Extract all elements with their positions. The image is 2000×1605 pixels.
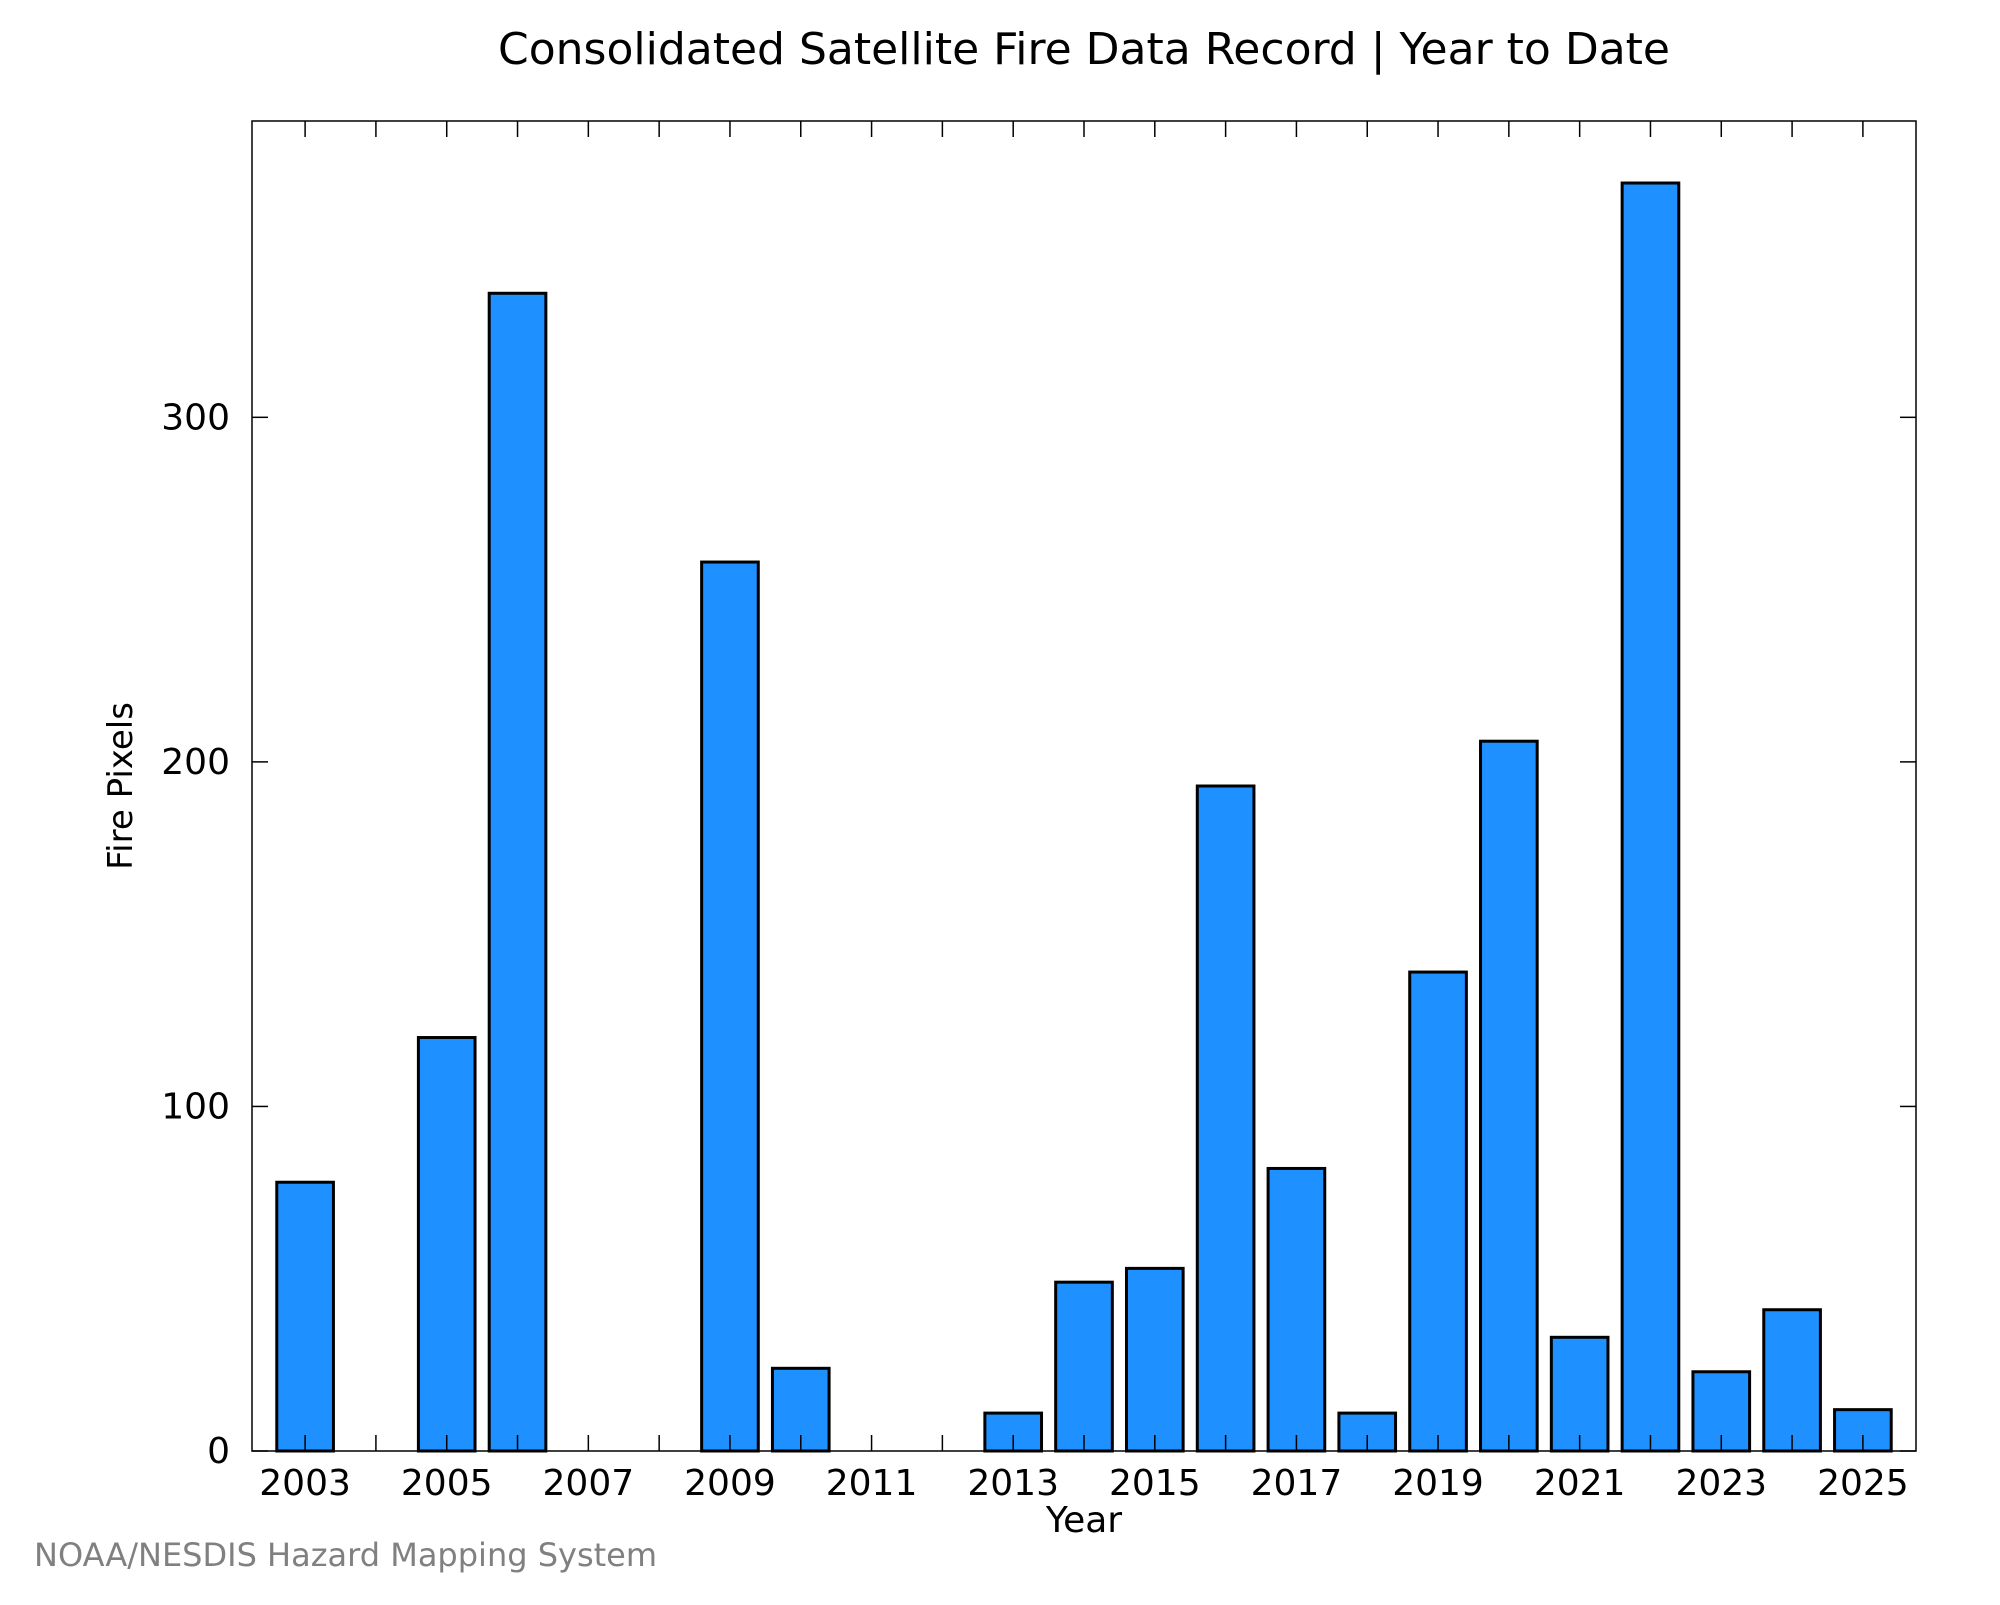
x-tick-label-2021: 2021 [1534, 1463, 1626, 1504]
bar-2021 [1549, 1335, 1610, 1453]
bar-2019 [1408, 970, 1468, 1453]
x-tick-label-2011: 2011 [826, 1463, 918, 1504]
bar-2022 [1620, 181, 1681, 1453]
bar-2015 [1124, 1266, 1185, 1453]
bars-layer [275, 181, 1893, 1453]
x-tick-label-2025: 2025 [1817, 1463, 1909, 1504]
y-tick-label-200: 200 [161, 742, 230, 783]
x-axis-label: Year [1045, 1500, 1122, 1541]
x-tick-label-2003: 2003 [259, 1463, 351, 1504]
x-tick-label-2013: 2013 [967, 1463, 1059, 1504]
x-tick-label-2023: 2023 [1675, 1463, 1767, 1504]
plot-frame [251, 120, 1917, 1452]
y-axis-label: Fire Pixels [101, 702, 141, 870]
y-tick-label-100: 100 [161, 1086, 230, 1127]
y-tick-label-0: 0 [207, 1431, 230, 1472]
x-tick-label-2009: 2009 [684, 1463, 776, 1504]
bar-2005 [416, 1036, 477, 1453]
x-tick-label-2007: 2007 [543, 1463, 635, 1504]
chart-title: Consolidated Satellite Fire Data Record … [498, 24, 1670, 75]
bar-2016 [1195, 784, 1256, 1453]
bar-2014 [1054, 1280, 1114, 1453]
y-tick-label-300: 300 [161, 397, 230, 438]
bar-2017 [1266, 1166, 1327, 1453]
bar-2024 [1762, 1308, 1822, 1453]
x-tick-label-2017: 2017 [1251, 1463, 1343, 1504]
bar-2020 [1479, 739, 1539, 1453]
ticks-layer: 2003 2005 2007 2009 2011 2013 2015 2017 2019 2021… [161, 121, 1916, 1504]
source-credit: NOAA/NESDIS Hazard Mapping System [34, 1536, 658, 1574]
bar-2006 [487, 291, 548, 1453]
x-tick-label-2019: 2019 [1392, 1463, 1484, 1504]
bar-2003 [275, 1180, 335, 1453]
x-tick-label-2005: 2005 [401, 1463, 493, 1504]
x-tick-label-2015: 2015 [1109, 1463, 1201, 1504]
bar-2009 [700, 560, 760, 1453]
